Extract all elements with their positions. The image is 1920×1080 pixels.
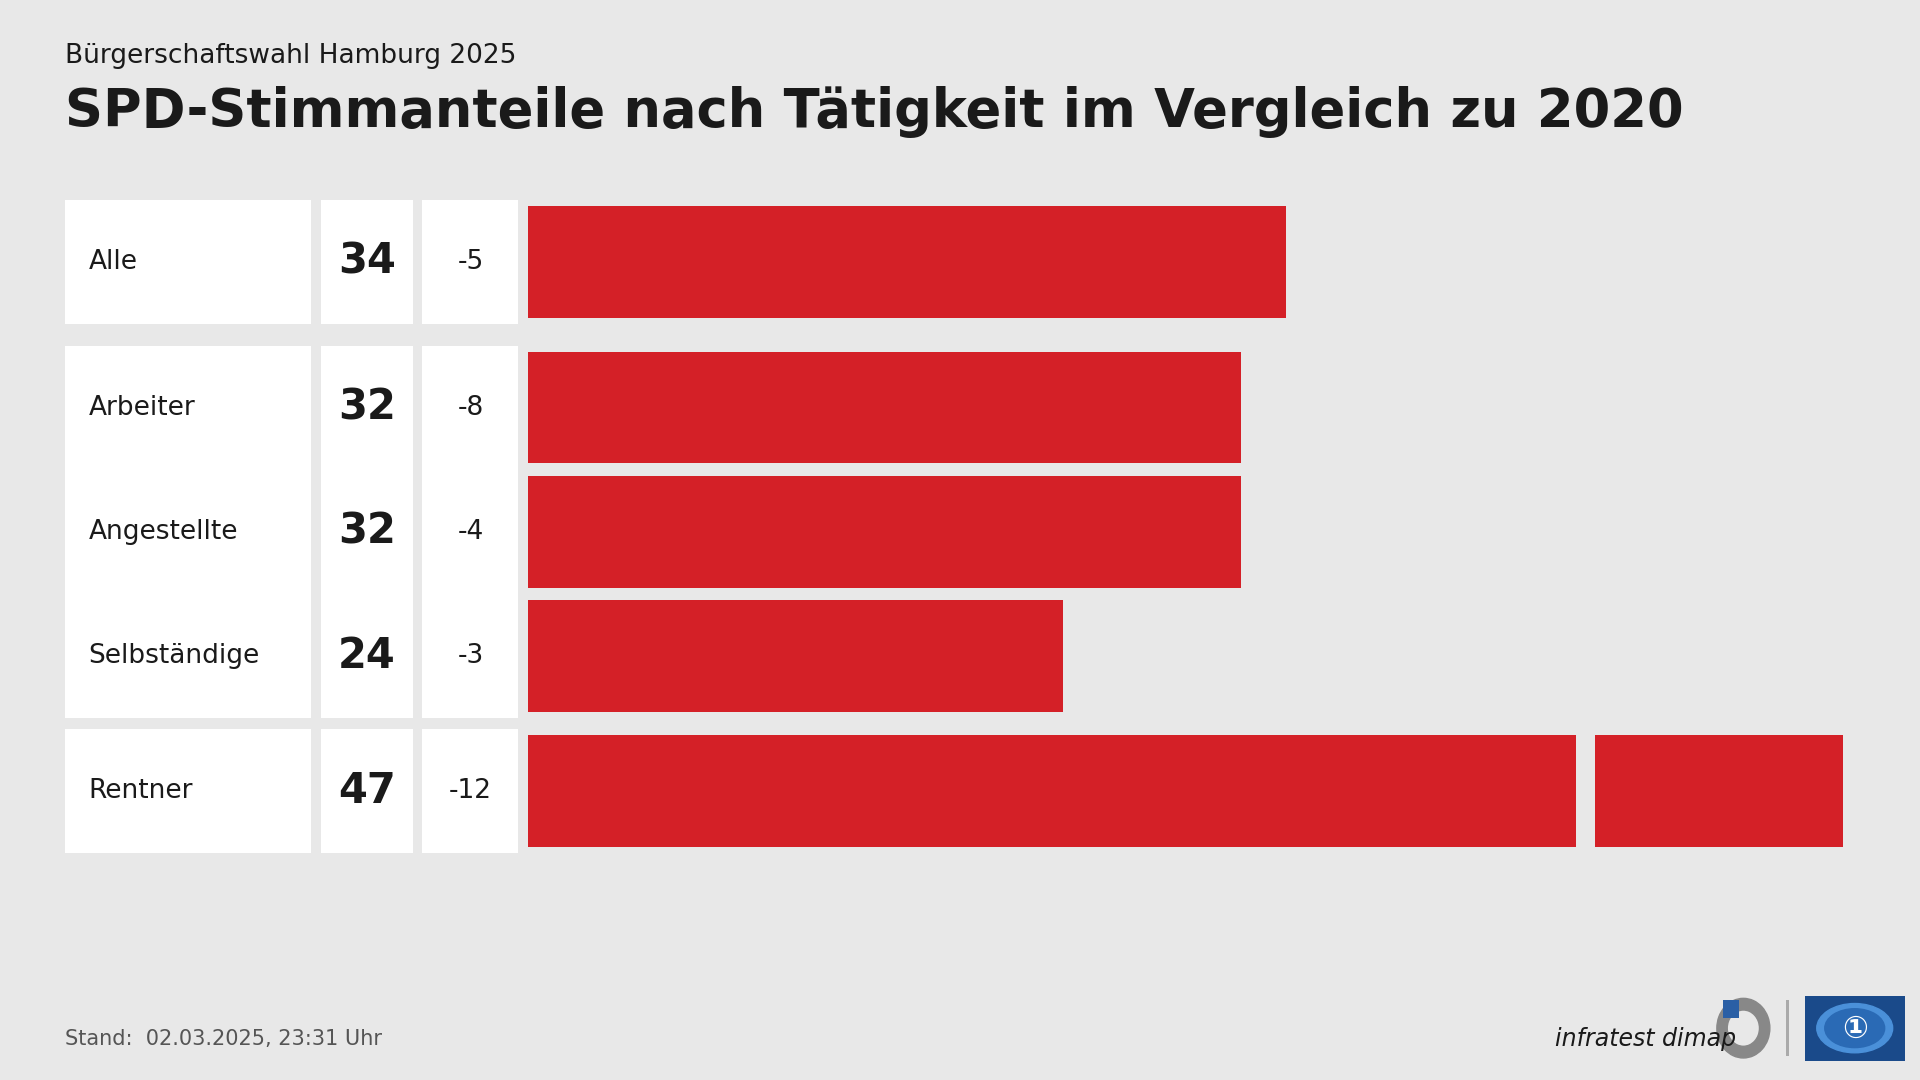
Text: -5: -5 [457, 248, 484, 275]
Text: 34: 34 [338, 241, 396, 283]
Text: 32: 32 [338, 387, 396, 429]
Text: Alle: Alle [88, 248, 138, 275]
Wedge shape [1716, 998, 1770, 1058]
FancyBboxPatch shape [1724, 1000, 1740, 1018]
Text: infratest dimap: infratest dimap [1555, 1027, 1736, 1051]
Text: Rentner: Rentner [88, 778, 192, 805]
Text: Angestellte: Angestellte [88, 518, 238, 545]
Circle shape [1824, 1009, 1885, 1048]
Text: Selbständige: Selbständige [88, 643, 259, 670]
FancyBboxPatch shape [1799, 991, 1910, 1065]
Text: SPD-Stimmanteile nach Tätigkeit im Vergleich zu 2020: SPD-Stimmanteile nach Tätigkeit im Vergl… [65, 86, 1684, 138]
Text: 24: 24 [338, 635, 396, 677]
Text: 32: 32 [338, 511, 396, 553]
Text: ①: ① [1841, 1015, 1868, 1044]
Text: -3: -3 [457, 643, 484, 670]
Text: -12: -12 [449, 778, 492, 805]
Circle shape [1816, 1003, 1893, 1053]
Text: 47: 47 [338, 770, 396, 812]
Text: -4: -4 [457, 518, 484, 545]
Text: Stand:  02.03.2025, 23:31 Uhr: Stand: 02.03.2025, 23:31 Uhr [65, 1029, 382, 1049]
Text: Bürgerschaftswahl Hamburg 2025: Bürgerschaftswahl Hamburg 2025 [65, 43, 516, 69]
Text: Arbeiter: Arbeiter [88, 394, 196, 421]
Text: -8: -8 [457, 394, 484, 421]
